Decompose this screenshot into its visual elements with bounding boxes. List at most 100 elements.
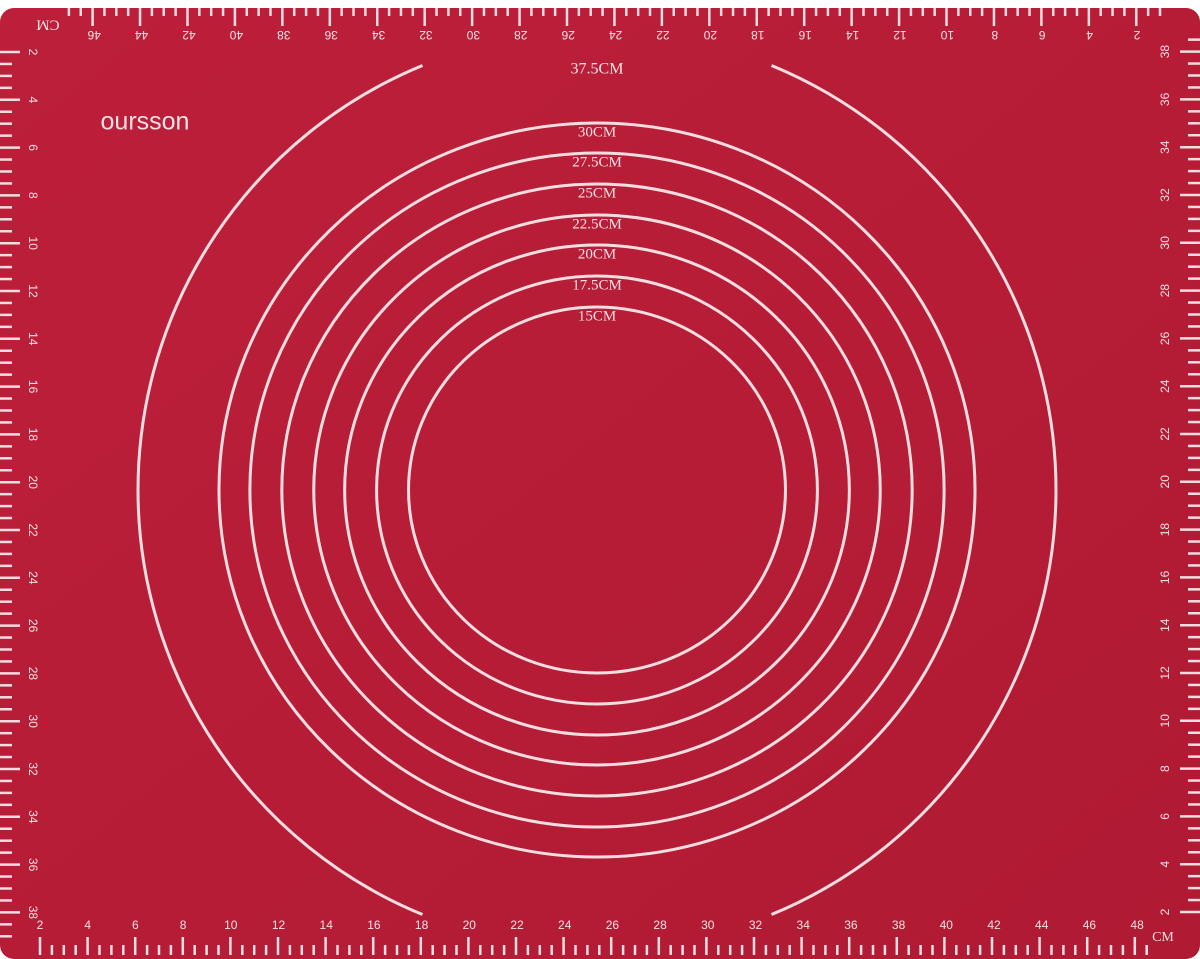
ruler-label: 28 xyxy=(1158,284,1172,298)
ruler-label: 16 xyxy=(367,918,381,932)
ruler-label: 2 xyxy=(37,918,44,932)
ruler-label: 8 xyxy=(991,28,998,42)
ring xyxy=(280,182,914,798)
ruler-label: 34 xyxy=(26,810,40,824)
ruler-label: 18 xyxy=(415,918,429,932)
ruler-label: 30 xyxy=(26,715,40,729)
ruler-label: 24 xyxy=(26,571,40,585)
ruler-label: 30 xyxy=(466,28,480,42)
ruler-label: 14 xyxy=(26,332,40,346)
ruler-label: 36 xyxy=(1158,92,1172,106)
ruler-label: 22 xyxy=(26,523,40,537)
ruler-label: 38 xyxy=(26,906,40,920)
ruler-label: 12 xyxy=(26,284,40,298)
ring-label: 15CM xyxy=(578,308,616,324)
ruler-label: 2 xyxy=(26,49,40,56)
ruler-label: 30 xyxy=(701,918,715,932)
ruler-label: 8 xyxy=(1158,765,1172,772)
ruler-label: 42 xyxy=(987,918,1001,932)
ruler-label: 6 xyxy=(1039,28,1046,42)
ring-arc xyxy=(136,64,424,916)
ruler-label: 22 xyxy=(1158,427,1172,441)
ruler-label: 30 xyxy=(1158,236,1172,250)
ruler-label: 46 xyxy=(87,28,101,42)
ruler-label: 34 xyxy=(797,918,811,932)
ruler-label: 4 xyxy=(26,96,40,103)
ruler-label: 28 xyxy=(514,28,528,42)
ring-arc xyxy=(770,64,1058,916)
ruler-label: 44 xyxy=(1035,918,1049,932)
ring xyxy=(343,243,851,737)
mat xyxy=(0,8,1200,959)
ruler-label: 42 xyxy=(182,28,196,42)
ruler-label: 20 xyxy=(463,918,477,932)
ruler-label: 26 xyxy=(26,619,40,633)
brand-logo: oursson xyxy=(101,108,190,136)
ruler-label: 22 xyxy=(510,918,524,932)
ruler-label: 36 xyxy=(844,918,858,932)
ruler-label: 10 xyxy=(26,237,40,251)
ruler-label: 36 xyxy=(26,858,40,872)
ring-label: 22.5CM xyxy=(572,216,622,232)
ruler-label: 22 xyxy=(656,28,670,42)
ruler-label: 14 xyxy=(1158,618,1172,632)
ruler-label: 8 xyxy=(180,918,187,932)
ruler-label: 48 xyxy=(1130,918,1144,932)
ruler-label: 18 xyxy=(26,428,40,442)
ring xyxy=(312,213,882,767)
ruler-label: 28 xyxy=(653,918,667,932)
ruler-label: 24 xyxy=(1158,379,1172,393)
ruler-label: 38 xyxy=(1158,45,1172,59)
ring-label: 20CM xyxy=(578,246,616,262)
ruler-label: 10 xyxy=(224,918,238,932)
ruler-label: 32 xyxy=(26,762,40,776)
ruler-label: 20 xyxy=(1158,475,1172,489)
ruler-label: 34 xyxy=(1158,140,1172,154)
ring-label: 17.5CM xyxy=(572,277,622,293)
ruler-label: 24 xyxy=(558,918,572,932)
ruler-label: 16 xyxy=(1158,570,1172,584)
ruler-label: 24 xyxy=(609,28,623,42)
ruler-label: 38 xyxy=(892,918,906,932)
ring xyxy=(407,305,787,675)
ruler-label: 18 xyxy=(751,28,765,42)
ring xyxy=(248,151,946,829)
ruler-label: 16 xyxy=(798,28,812,42)
ruler-label: 2 xyxy=(1133,28,1140,42)
ruler-label: 4 xyxy=(1158,861,1172,868)
ruler-label: 12 xyxy=(272,918,286,932)
ring-label: 25CM xyxy=(578,185,616,201)
ruler-label: 34 xyxy=(372,28,386,42)
ruler-label: 2 xyxy=(1158,908,1172,915)
ruler-label: 10 xyxy=(940,28,954,42)
ruler-label: 6 xyxy=(132,918,139,932)
ruler-label: 10 xyxy=(1158,714,1172,728)
ruler-label: 32 xyxy=(749,918,763,932)
ring xyxy=(217,121,977,859)
ruler-label: 20 xyxy=(703,28,717,42)
ruler-label: 32 xyxy=(419,28,433,42)
ruler-label: 18 xyxy=(1158,523,1172,537)
unit-label: CM xyxy=(1152,930,1174,945)
ruler-label: 26 xyxy=(606,918,620,932)
ruler-label: 6 xyxy=(26,144,40,151)
ring xyxy=(375,274,819,706)
ring-label: 37.5CM xyxy=(571,61,624,78)
ruler-label: 46 xyxy=(1083,918,1097,932)
ruler-label: 32 xyxy=(1158,188,1172,202)
ring-label: 27.5CM xyxy=(572,154,622,170)
ruler-label: 26 xyxy=(1158,331,1172,345)
ruler-label: 4 xyxy=(84,918,91,932)
ruler-label: 6 xyxy=(1158,813,1172,820)
ruler-label: 14 xyxy=(320,918,334,932)
unit-label: CM xyxy=(36,17,59,33)
ruler-label: 12 xyxy=(1158,666,1172,680)
ruler-label: 8 xyxy=(26,192,40,199)
ruler-label: 38 xyxy=(277,28,291,42)
ruler-label: 16 xyxy=(26,380,40,394)
ruler-label: 40 xyxy=(940,918,954,932)
ruler-label: 4 xyxy=(1086,28,1093,42)
ruler-label: 44 xyxy=(135,28,149,42)
